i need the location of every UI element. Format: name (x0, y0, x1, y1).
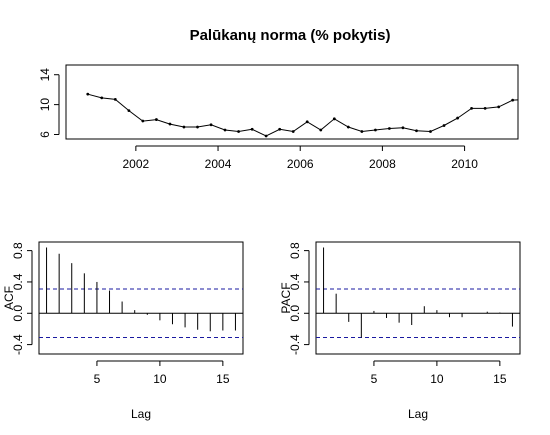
y-axis-label: ACF (2, 286, 16, 310)
data-point (429, 130, 432, 133)
x-tick-label: 5 (371, 372, 378, 386)
data-point (196, 125, 199, 129)
series-line (87, 93, 518, 137)
y-tick-label: 14 (38, 68, 52, 82)
y-tick-label: 0.8 (288, 242, 302, 259)
x-axis-label: Lag (408, 407, 428, 421)
data-point (497, 105, 501, 109)
data-point (113, 97, 117, 101)
data-point (305, 120, 309, 124)
data-point (401, 126, 405, 130)
y-tick-label: -0.4 (288, 334, 302, 355)
data-point (141, 119, 145, 123)
y-tick-label: 6 (38, 131, 52, 138)
data-point (483, 106, 487, 110)
time-series-panel: 2002 2004 2006 2008 2010 6 10 14 (38, 64, 541, 171)
y-tick-label: -0.4 (11, 334, 25, 355)
data-point (456, 116, 459, 120)
data-point (525, 98, 528, 101)
data-point (442, 124, 446, 127)
data-point (127, 109, 131, 112)
x-axis-label: Lag (131, 407, 151, 421)
data-point (182, 125, 186, 129)
x-tick-label: 2006 (287, 157, 314, 171)
y-axis-label: PACF (279, 282, 293, 313)
data-point (415, 129, 418, 133)
y-tick-label: 0.4 (288, 273, 302, 290)
data-point (168, 122, 172, 126)
plot-frame (38, 241, 244, 355)
plot-frame (65, 64, 519, 140)
x-tick-label: 2008 (369, 157, 396, 171)
data-point (470, 106, 473, 110)
y-tick-label: 0.0 (11, 305, 25, 322)
data-point (250, 127, 254, 131)
data-point (278, 127, 282, 131)
data-point (346, 125, 350, 129)
chart-title: Palūkanų norma (% pokytis) (190, 27, 391, 44)
data-point (332, 117, 336, 121)
x-tick-label: 2004 (205, 157, 232, 171)
data-point (86, 92, 90, 96)
data-point (319, 128, 323, 132)
data-point (291, 130, 295, 133)
x-tick-label: 15 (216, 372, 230, 386)
x-tick-label: 10 (153, 372, 167, 386)
x-tick-label: 10 (430, 372, 444, 386)
series-group (86, 66, 541, 138)
data-point (209, 123, 213, 127)
y-tick-label: 10 (38, 98, 52, 112)
data-point (511, 98, 515, 102)
data-point (374, 128, 377, 132)
data-point (237, 130, 240, 133)
plot-frame (315, 241, 521, 355)
y-tick-label: 0.0 (288, 305, 302, 322)
pacf-panel: 5 10 15 -0.4 0.0 0.4 0.8 Lag PACF (279, 241, 521, 421)
data-point (360, 130, 364, 133)
data-point (100, 96, 104, 100)
y-tick-label: 0.8 (11, 242, 25, 259)
acf-panel: 5 10 15 -0.4 0.0 0.4 0.8 Lag ACF (2, 241, 244, 421)
x-tick-label: 5 (94, 372, 101, 386)
x-tick-label: 2002 (123, 157, 150, 171)
x-tick-label: 2010 (451, 157, 478, 171)
y-tick-label: 0.4 (11, 273, 25, 290)
data-point (223, 128, 227, 132)
x-tick-label: 15 (493, 372, 507, 386)
data-point (387, 127, 391, 130)
data-point (155, 118, 158, 121)
data-point (264, 134, 268, 138)
data-point (538, 66, 541, 69)
